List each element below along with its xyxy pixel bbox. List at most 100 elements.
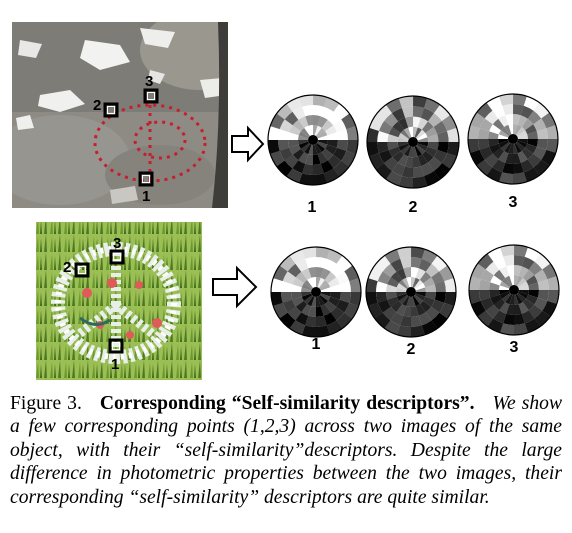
descriptor-bin (301, 304, 312, 316)
descriptor-bin (522, 298, 535, 311)
descriptor-bin (279, 119, 293, 133)
descriptor-bin (368, 302, 383, 319)
descriptor-bin (312, 173, 327, 185)
descriptor-bin (410, 296, 416, 307)
descriptor-bin (420, 107, 435, 122)
descriptor-bin (321, 119, 334, 132)
descriptor-bin (520, 105, 534, 119)
descriptor-bin (433, 120, 448, 135)
descriptor-bin (542, 300, 557, 317)
figure-caption: Figure 3. Corresponding “Self-similarity… (10, 392, 562, 509)
descriptor-bin (317, 135, 328, 141)
descriptor-bin (502, 104, 514, 116)
descriptor-bin (315, 296, 321, 307)
descriptor-bin (323, 258, 337, 272)
descriptor-bin (401, 166, 413, 178)
descriptor-bin (490, 275, 502, 286)
descriptor-bin (514, 275, 519, 286)
descriptor-bin (402, 296, 410, 307)
descriptor-bin (505, 114, 514, 125)
descriptor-bin (527, 131, 538, 140)
descriptor-bin (515, 275, 523, 286)
descriptor-bin (301, 291, 312, 297)
top-marker-2: 2 (93, 97, 119, 118)
descriptor-bin (493, 269, 506, 282)
descriptor-bin (303, 294, 314, 305)
descriptor-bin (437, 142, 449, 154)
top-descriptor-1-label: 1 (308, 199, 317, 216)
descriptor-bin (397, 137, 409, 142)
descriptor-bin (498, 115, 509, 127)
descriptor-bin (317, 152, 328, 164)
descriptor-bin (410, 306, 419, 317)
descriptor-bin (514, 255, 525, 267)
descriptor-bin (479, 146, 493, 160)
descriptor-bin (502, 162, 513, 174)
descriptor-bin (349, 278, 361, 293)
descriptor-bin (500, 141, 511, 152)
descriptor-bin (434, 104, 451, 122)
descriptor-bin (366, 291, 378, 306)
bottom-marker-3-label: 3 (113, 235, 121, 252)
descriptor-bin (499, 289, 510, 295)
descriptor-bin (384, 320, 401, 335)
descriptor-bin (367, 141, 379, 157)
descriptor-bin (320, 304, 331, 316)
descriptor-bin (312, 154, 321, 166)
descriptor-bin (431, 255, 448, 272)
descriptor-bin (415, 292, 426, 297)
descriptor-bin (333, 147, 347, 161)
descriptor-bin (533, 146, 547, 160)
descriptor-bin (333, 119, 347, 133)
descriptor-bin (489, 143, 501, 154)
bottom-marker-1-label: 1 (111, 356, 119, 373)
descriptor-bin (412, 156, 421, 168)
descriptor-bin (301, 268, 312, 280)
descriptor-bin (480, 297, 494, 311)
descriptor-bin (396, 283, 407, 291)
descriptor-bin (517, 115, 528, 127)
descriptor-bin (541, 112, 556, 129)
descriptor-bin (493, 310, 507, 324)
descriptor-bin (377, 271, 391, 285)
descriptor-bin (408, 126, 414, 138)
descriptor-bin (330, 284, 341, 293)
descriptor-bin (504, 143, 512, 154)
descriptor-bin (470, 149, 485, 166)
descriptor-bin (534, 310, 551, 327)
descriptor-bin (386, 284, 397, 292)
descriptor-bin (302, 325, 316, 337)
bottom-descriptor-1 (270, 246, 362, 338)
descriptor-bin (493, 298, 506, 311)
descriptor-bin (271, 278, 283, 292)
descriptor-bin (521, 147, 534, 160)
descriptor-bin (413, 294, 424, 305)
descriptor-bin (397, 154, 409, 167)
caption-title: Corresponding “Self-similarity descripto… (99, 393, 475, 414)
descriptor-bin (486, 96, 503, 111)
descriptor-bin (412, 166, 425, 178)
descriptor-bin (286, 97, 303, 112)
descriptor-bin (513, 124, 518, 135)
descriptor-bin (499, 291, 510, 299)
descriptor-bin (499, 281, 510, 289)
descriptor-bin (404, 146, 412, 157)
descriptor-bin (415, 287, 426, 293)
descriptor-bin (333, 160, 350, 177)
descriptor-bin (498, 130, 509, 138)
descriptor-bin (291, 284, 302, 292)
descriptor-bin (515, 126, 526, 137)
bottom-descriptor-3 (468, 244, 560, 336)
descriptor-bin (401, 106, 414, 118)
top-marker-1: 1 (138, 171, 154, 205)
descriptor-bin (411, 247, 425, 259)
descriptor-bin (423, 170, 441, 186)
descriptor-bin (305, 315, 316, 327)
descriptor-bin (546, 125, 559, 140)
descriptor-bin (439, 302, 454, 319)
descriptor-bin (468, 125, 480, 139)
descriptor-bin (526, 294, 538, 305)
descriptor-bin (327, 140, 338, 148)
descriptor-bin (521, 310, 535, 324)
descriptor-bin (413, 116, 421, 128)
